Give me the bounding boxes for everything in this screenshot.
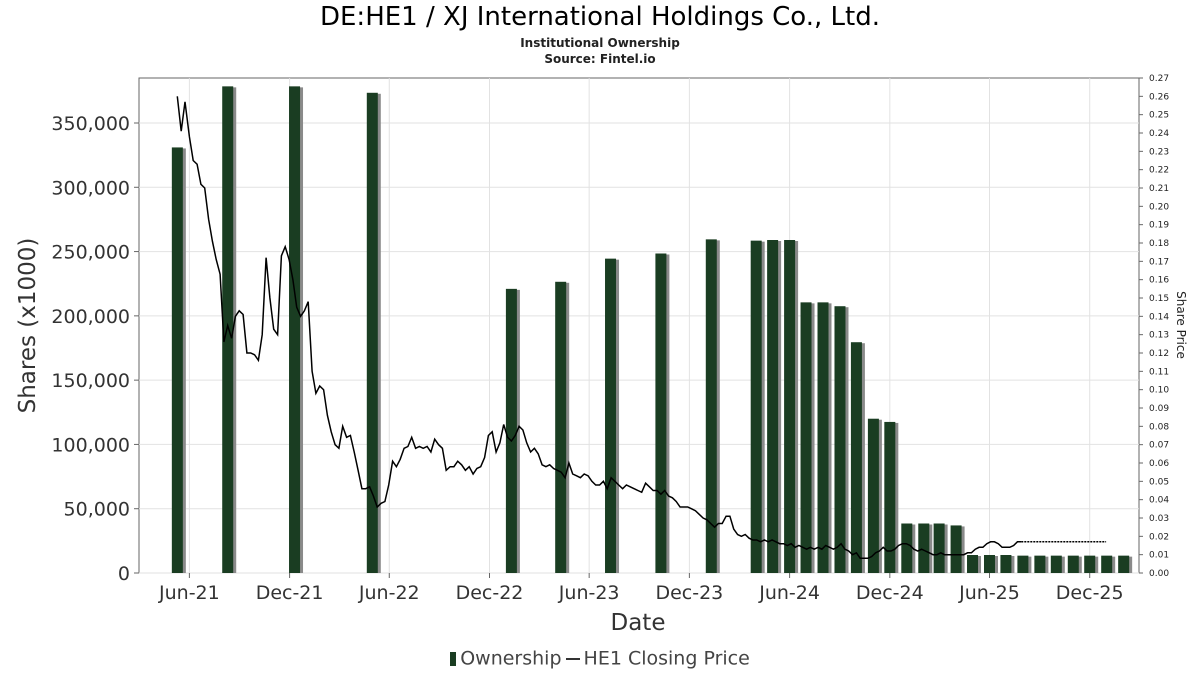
y-tick-label: 200,000 <box>51 306 130 328</box>
price-line-path <box>176 96 1022 560</box>
y2-tick-label: 0.00 <box>1149 569 1169 579</box>
y2-tick-label: 0.17 <box>1149 257 1169 267</box>
ownership-legend-swatch <box>450 651 457 666</box>
y2-tick-label: 0.10 <box>1149 386 1169 396</box>
ownership-bar <box>800 302 812 573</box>
x-tick-label: Dec-21 <box>256 582 324 604</box>
ownership-bar <box>817 302 829 573</box>
x-tick-label: Jun-25 <box>958 582 1020 604</box>
x-tick-label: Dec-25 <box>1056 582 1124 604</box>
ownership-bar <box>933 523 945 573</box>
ownership-bar <box>901 523 913 573</box>
y2-tick-label: 0.02 <box>1149 532 1169 542</box>
y2-tick-label: 0.06 <box>1149 459 1169 469</box>
y2-tick-label: 0.05 <box>1149 477 1169 487</box>
y2-tick-label: 0.04 <box>1149 496 1169 506</box>
price-line <box>176 96 1107 560</box>
ownership-bar <box>983 555 995 573</box>
y2-tick-label: 0.01 <box>1149 551 1169 561</box>
ownership-bar <box>850 342 862 573</box>
ownership-bars <box>171 86 1133 574</box>
x-tick-label: Jun-22 <box>358 582 420 604</box>
y-tick-label: 300,000 <box>51 177 130 199</box>
ownership-bar <box>555 281 567 573</box>
ownership-bar <box>967 555 979 573</box>
legend: Ownership HE1 Closing Price <box>0 647 1200 670</box>
ownership-bar <box>705 239 717 573</box>
y-tick-label: 150,000 <box>51 370 130 392</box>
ownership-bar <box>1034 555 1046 573</box>
y2-axis-label: Share Price <box>1174 291 1188 359</box>
ownership-bar <box>1017 555 1029 573</box>
x-tick-label: Jun-24 <box>758 582 820 604</box>
ownership-bar <box>950 525 962 573</box>
x-tick-label: Dec-24 <box>856 582 924 604</box>
ownership-bar <box>366 92 378 574</box>
y2-tick-label: 0.20 <box>1149 202 1169 212</box>
y2-tick-label: 0.13 <box>1149 331 1169 341</box>
y2-tick-label: 0.24 <box>1149 129 1169 139</box>
chart-source: Source: Fintel.io <box>544 52 656 66</box>
x-tick-label: Dec-22 <box>456 582 524 604</box>
y-axis-label: Shares (x1000) <box>15 238 41 414</box>
axis-labels: Jun-21 Dec-21 Jun-22 Dec-22 Jun-23 Dec-23 Jun-… <box>15 74 1188 636</box>
ownership-bar <box>867 418 879 573</box>
ownership-bar <box>605 258 617 573</box>
y2-tick-label: 0.23 <box>1149 147 1169 157</box>
x-axis-label: Date <box>611 610 666 636</box>
ownership-bar <box>1101 555 1113 573</box>
y-tick-label: 350,000 <box>51 113 130 135</box>
y2-tick-label: 0.03 <box>1149 514 1169 524</box>
ownership-bar <box>750 240 762 573</box>
y2-tick-label: 0.21 <box>1149 184 1169 194</box>
y2-tick-label: 0.14 <box>1149 312 1169 322</box>
axes <box>134 77 1143 578</box>
ownership-bar <box>1067 555 1079 573</box>
y2-tick-label: 0.09 <box>1149 404 1169 414</box>
y2-tick-label: 0.07 <box>1149 441 1169 451</box>
y2-tick-label: 0.16 <box>1149 276 1169 286</box>
y2-tick-label: 0.11 <box>1149 367 1169 377</box>
legend-item-ownership: Ownership <box>460 647 562 670</box>
legend-item-price: HE1 Closing Price <box>583 647 750 670</box>
x-tick-label: Dec-23 <box>655 582 723 604</box>
ownership-bar <box>884 421 896 573</box>
y-tick-label: 0 <box>118 563 130 585</box>
y2-tick-label: 0.15 <box>1149 294 1169 304</box>
y-tick-label: 250,000 <box>51 242 130 264</box>
y2-tick-label: 0.12 <box>1149 349 1169 359</box>
x-tick-label: Jun-21 <box>158 582 220 604</box>
y2-tick-label: 0.18 <box>1149 239 1169 249</box>
y2-tick-label: 0.25 <box>1149 111 1169 121</box>
y2-tick-label: 0.27 <box>1149 74 1169 84</box>
y2-tick-label: 0.26 <box>1149 92 1169 102</box>
x-tick-label: Jun-23 <box>558 582 620 604</box>
ownership-bar <box>222 86 234 573</box>
y-tick-label: 100,000 <box>51 434 130 456</box>
chart-title: DE:HE1 / XJ International Holdings Co., … <box>319 2 880 32</box>
y2-tick-label: 0.22 <box>1149 166 1169 176</box>
ownership-bar <box>289 86 301 573</box>
ownership-bar <box>1084 555 1096 573</box>
ownership-bar <box>784 240 796 573</box>
ownership-bar <box>1050 555 1062 573</box>
chart-subtitle: Institutional Ownership <box>520 36 680 50</box>
y2-tick-label: 0.08 <box>1149 422 1169 432</box>
ownership-bar <box>505 288 517 573</box>
ownership-bar <box>918 523 930 573</box>
grid-lines <box>138 77 1140 574</box>
ownership-bar <box>1000 555 1012 573</box>
y-tick-label: 50,000 <box>64 499 130 521</box>
ownership-bar <box>1118 555 1130 573</box>
ownership-bar <box>655 253 667 573</box>
ownership-bar <box>834 306 846 573</box>
ownership-bar <box>171 147 183 573</box>
price-legend-swatch <box>565 657 580 660</box>
y2-tick-label: 0.19 <box>1149 221 1169 231</box>
ownership-bar <box>767 240 779 573</box>
